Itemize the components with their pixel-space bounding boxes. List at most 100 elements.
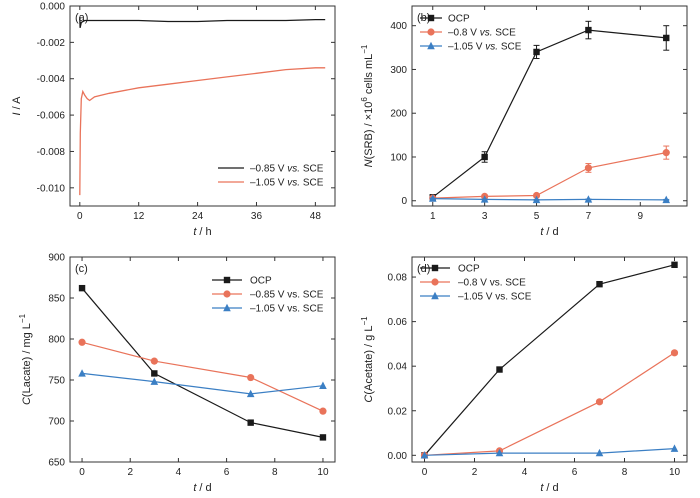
y-axis-label: N(SRB) / ×106 cells mL−1 <box>360 44 375 167</box>
data-point <box>480 195 489 203</box>
y-tick-label: 400 <box>390 21 407 32</box>
axis-ticks: 1 3 5 7 9 0 100 200 300 400 <box>390 6 687 222</box>
plot-frame <box>411 5 688 207</box>
data-point <box>151 370 158 377</box>
x-axis-unit: / d <box>543 226 558 238</box>
axis-ticks: 0 2 4 6 8 10 0.00 0.02 0.04 0.06 0.08 <box>388 257 687 478</box>
x-axis-label: t / h <box>193 226 211 238</box>
y-tick-label: -0.008 <box>37 147 66 158</box>
y-axis-unit-exponent: −1 <box>360 44 369 54</box>
x-tick-label: 24 <box>192 211 204 222</box>
panel-d: (d) 0 2 4 6 8 10 0.00 0.02 0.04 0.06 0.08 OCP –0.8 … <box>360 256 688 494</box>
y-tick-label: 0.08 <box>388 273 408 284</box>
data-point <box>585 26 592 34</box>
data-marks <box>428 20 671 204</box>
y-tick-label: 0.000 <box>40 2 65 13</box>
y-axis-variable: C <box>363 395 375 403</box>
x-tick-label: 36 <box>251 211 263 222</box>
series-line <box>432 29 667 198</box>
y-tick-label: -0.002 <box>37 38 66 49</box>
panel-label: (c) <box>75 263 88 275</box>
y-tick-label: 0.00 <box>388 451 408 462</box>
data-marks <box>420 261 679 459</box>
x-tick-label: 8 <box>272 467 278 478</box>
y-axis-unit: / A <box>11 96 23 113</box>
data-point <box>319 407 327 415</box>
x-axis-label: t / d <box>540 226 558 238</box>
data-point <box>533 48 540 56</box>
y-tick-label: 900 <box>48 253 65 264</box>
legend-label: –1.05 V vs. SCE <box>250 304 324 315</box>
x-tick-label: 0 <box>79 467 85 478</box>
data-point <box>670 444 679 452</box>
y-axis-unit: cells mL <box>363 54 375 97</box>
data-point <box>495 448 504 457</box>
y-axis-variable: C <box>21 397 33 405</box>
y-axis-label: C(Acetate) / g L−1 <box>360 316 375 403</box>
legend-label: –0.8 V vs. SCE <box>458 278 526 289</box>
x-axis-variable: t <box>193 482 197 494</box>
x-axis-unit: / d <box>196 482 211 494</box>
x-tick-label: 3 <box>482 211 488 222</box>
data-point <box>319 434 327 441</box>
y-tick-label: 0.04 <box>388 362 408 373</box>
series-line <box>81 287 324 438</box>
x-axis-unit: / d <box>543 482 558 494</box>
x-tick-label: 0 <box>422 467 428 478</box>
data-point <box>319 381 327 389</box>
x-tick-label: 12 <box>133 211 145 222</box>
y-tick-label: 800 <box>48 335 65 346</box>
x-axis-unit: / h <box>196 226 211 238</box>
y-axis-exponent: 6 <box>360 97 369 102</box>
legend-marker <box>223 303 231 312</box>
legend-marker <box>223 290 231 298</box>
panel-label: (d) <box>417 263 430 275</box>
data-point <box>481 153 488 161</box>
x-tick-label: 48 <box>310 211 322 222</box>
data-point <box>246 389 255 398</box>
legend-label: OCP <box>250 276 272 287</box>
x-tick-label: 6 <box>224 467 230 478</box>
data-point <box>150 377 159 385</box>
legend-label: OCP <box>448 14 470 25</box>
x-tick-label: 4 <box>522 467 528 478</box>
series-line <box>79 16 326 28</box>
legend-label: –1.05 V vs. SCE <box>250 178 324 189</box>
panel-c: (c) 0 2 4 6 8 10 650 700 750 800 850 900 OCP –0.85 V… <box>18 253 336 494</box>
data-point <box>663 34 670 42</box>
data-point <box>584 195 593 203</box>
data-point <box>78 369 86 377</box>
axis-ticks: 0 2 4 6 8 10 650 700 750 800 850 900 <box>48 253 335 478</box>
series-line <box>79 67 326 196</box>
x-axis-label: t / d <box>193 482 211 494</box>
legend: OCP –0.8 V vs. SCE –1.05 V vs. SCE <box>420 264 532 303</box>
x-axis-label: t / d <box>540 482 558 494</box>
data-marks <box>78 284 327 441</box>
legend-marker <box>427 28 435 36</box>
y-tick-label: 0.02 <box>388 406 408 417</box>
x-tick-label: 10 <box>669 467 681 478</box>
data-point <box>78 284 86 292</box>
data-point <box>595 398 604 406</box>
data-point <box>662 195 671 204</box>
legend-marker <box>431 291 439 300</box>
y-axis-text: (Lacate) / mg L <box>21 323 33 397</box>
series-line <box>424 264 675 456</box>
data-point <box>78 338 86 346</box>
legend-label: –0.85 V vs. SCE <box>250 290 324 301</box>
y-tick-label: -0.004 <box>37 74 66 85</box>
x-tick-label: 2 <box>127 467 133 478</box>
series-line <box>432 198 667 201</box>
x-tick-label: 1 <box>430 211 436 222</box>
x-tick-label: 4 <box>176 467 182 478</box>
y-tick-label: 850 <box>48 294 65 305</box>
x-axis-variable: t <box>193 226 197 238</box>
legend-label: –0.85 V vs. SCE <box>250 164 324 175</box>
legend: OCP –0.85 V vs. SCE –1.05 V vs. SCE <box>212 276 324 315</box>
x-tick-label: 10 <box>317 467 329 478</box>
legend-marker <box>223 276 231 284</box>
y-tick-label: 650 <box>48 458 65 469</box>
plot-frame <box>69 256 336 463</box>
data-point <box>670 349 679 357</box>
plot-frame <box>69 5 336 207</box>
